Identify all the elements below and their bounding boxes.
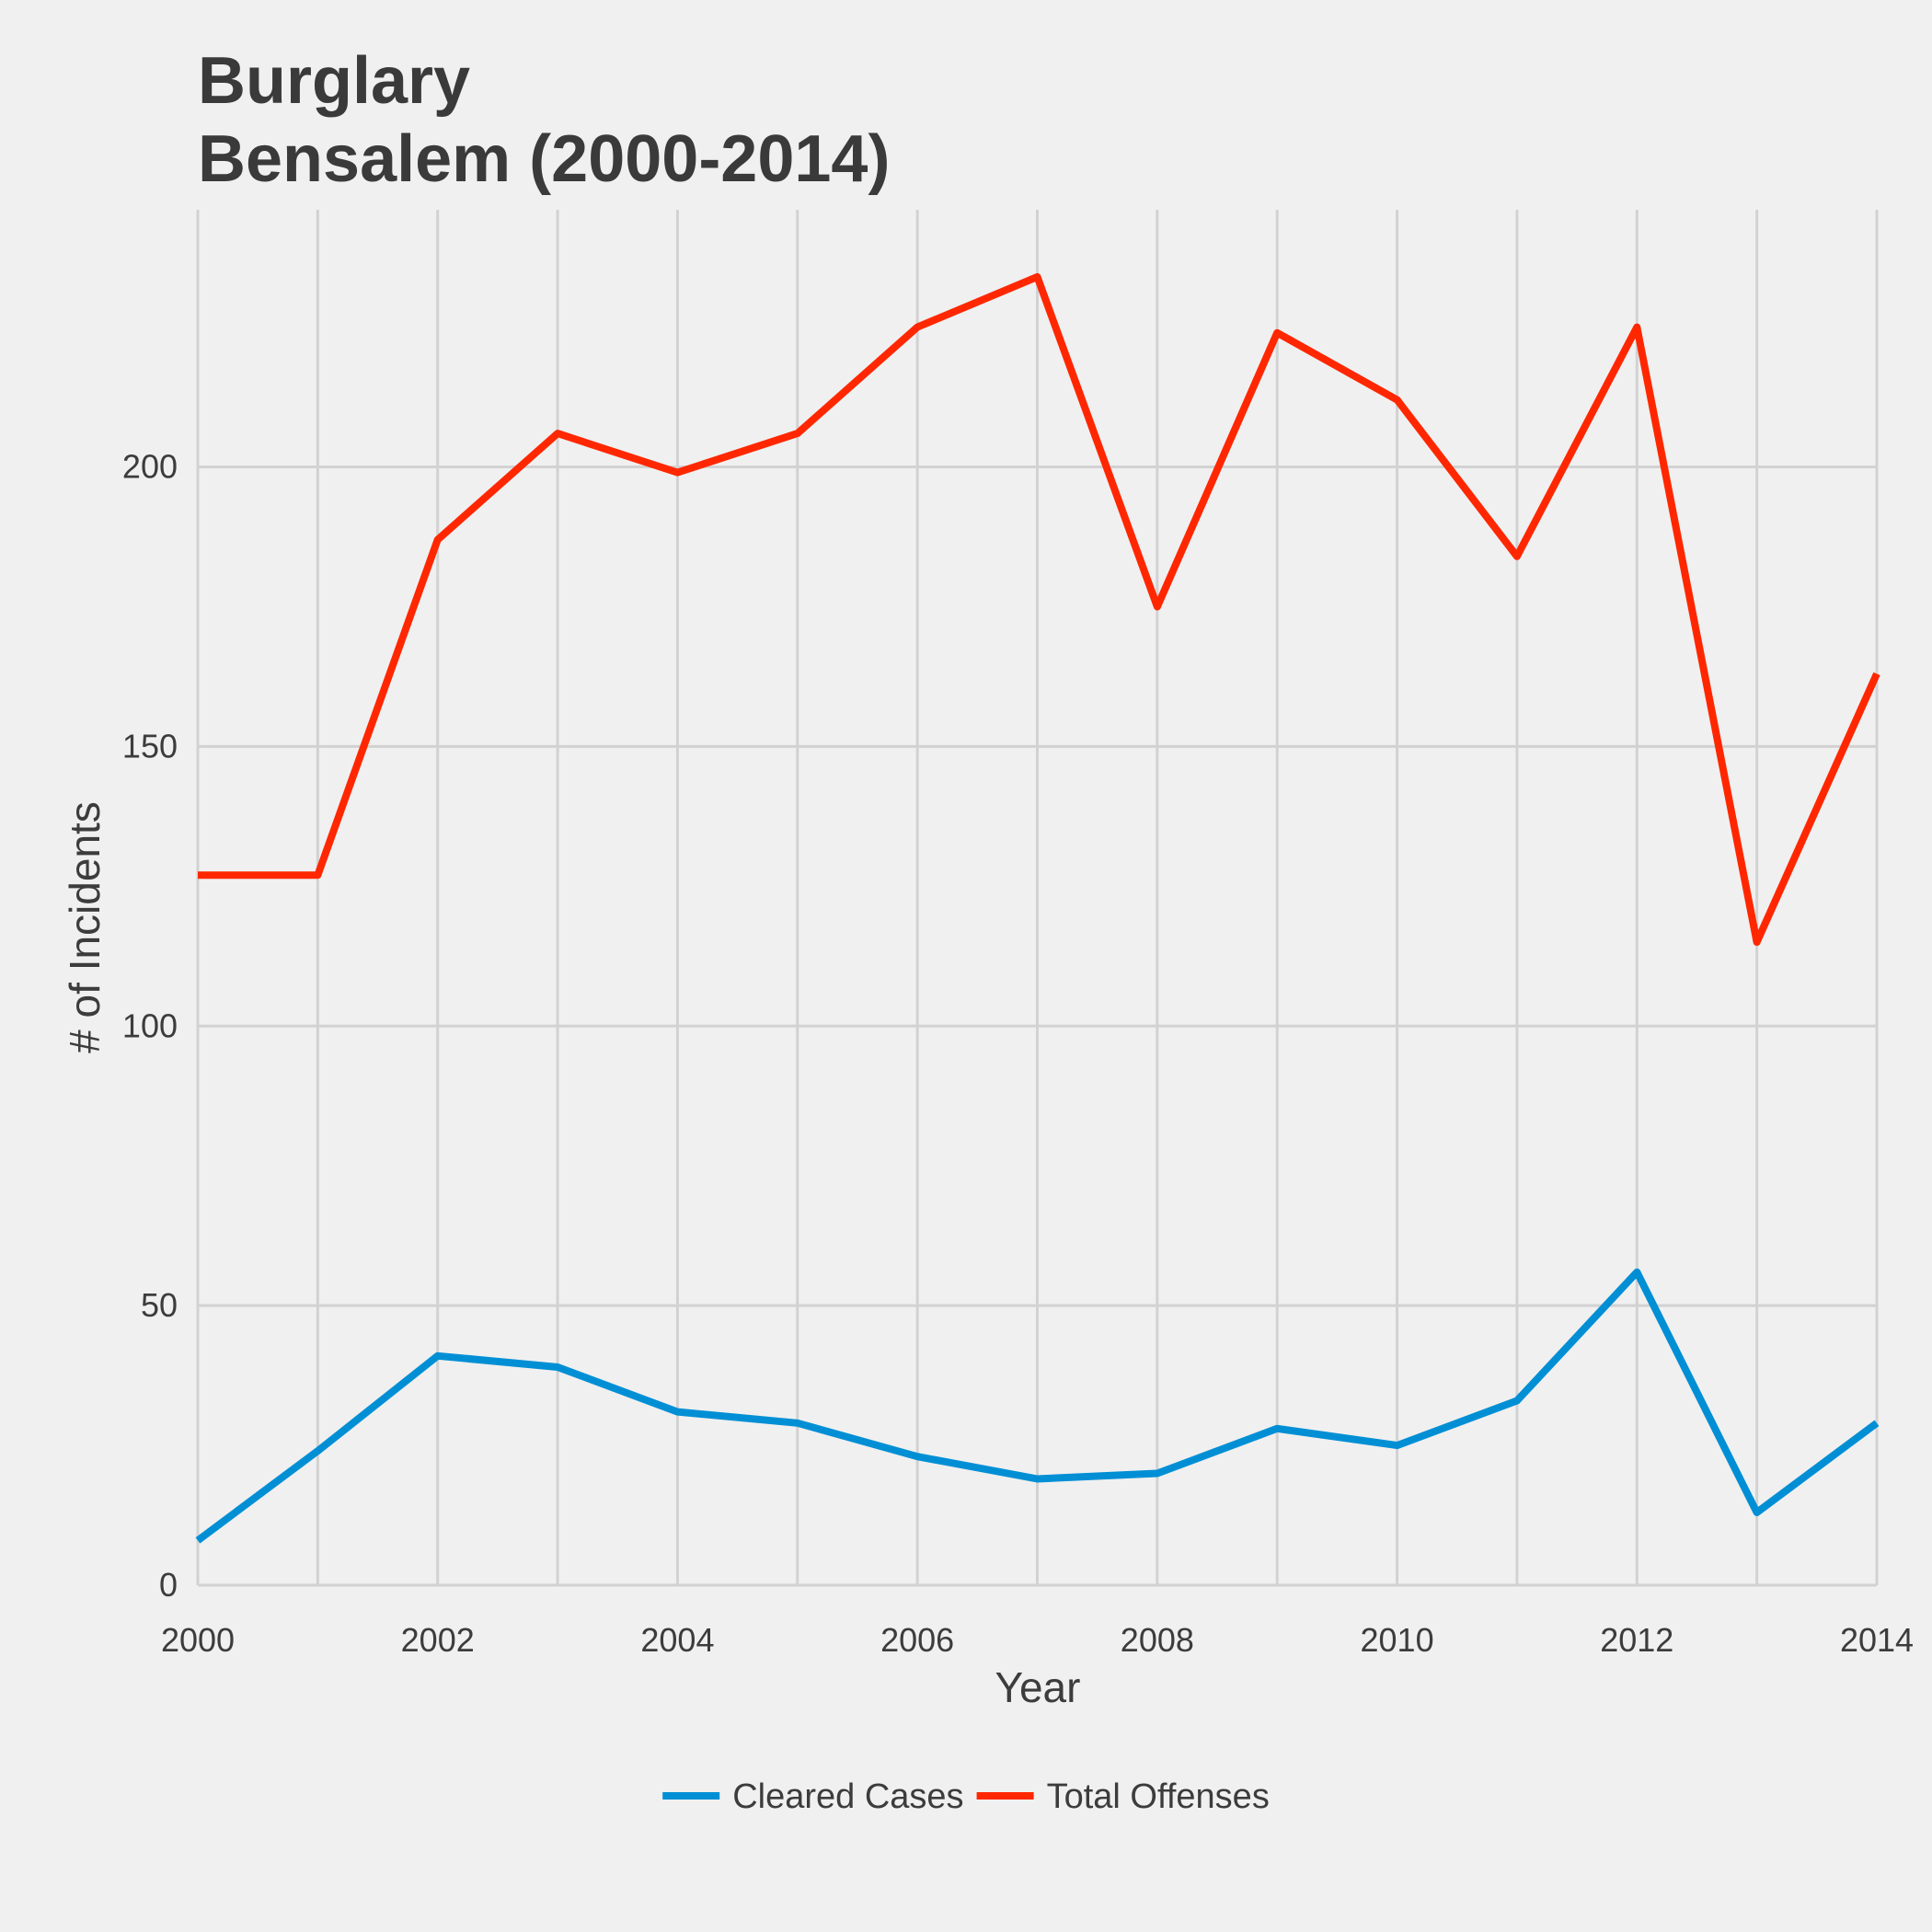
chart-title: Burglary	[198, 44, 470, 118]
x-tick-label: 2000	[161, 1621, 235, 1659]
x-tick-label: 2004	[640, 1621, 714, 1659]
y-tick-label: 150	[122, 727, 178, 765]
legend-item: Total Offenses	[976, 1777, 1270, 1816]
series-lines	[195, 272, 1880, 1544]
legend-label: Total Offenses	[1047, 1777, 1270, 1816]
series-line-total-offenses	[198, 272, 1880, 947]
y-tick-label: 100	[122, 1006, 178, 1044]
x-tick-label: 2010	[1361, 1621, 1434, 1659]
y-axis-ticks: 0 50 100 150 200	[122, 448, 178, 1604]
x-tick-label: 2006	[880, 1621, 954, 1659]
y-tick-label: 0	[159, 1566, 178, 1604]
x-axis-title: Year	[995, 1663, 1081, 1711]
series-line-cleared-cases	[195, 1268, 1880, 1544]
x-tick-label: 2014	[1840, 1621, 1914, 1659]
grid	[196, 210, 1879, 1587]
y-axis-title: # of Incidents	[61, 801, 109, 1053]
y-tick-label: 200	[122, 448, 178, 486]
legend-label: Cleared Cases	[732, 1777, 963, 1816]
x-tick-label: 2002	[401, 1621, 475, 1659]
x-tick-label: 2012	[1600, 1621, 1673, 1659]
legend-item: Cleared Cases	[662, 1777, 964, 1816]
legend: Cleared Cases Total Offenses	[662, 1777, 1270, 1816]
chart-subtitle: Bensalem (2000-2014)	[198, 122, 890, 196]
x-axis-ticks: 2000 2002 2004 2006 2008 2010 2012 2014	[161, 1621, 1914, 1659]
y-tick-label: 50	[141, 1286, 178, 1324]
x-tick-label: 2008	[1121, 1621, 1194, 1659]
